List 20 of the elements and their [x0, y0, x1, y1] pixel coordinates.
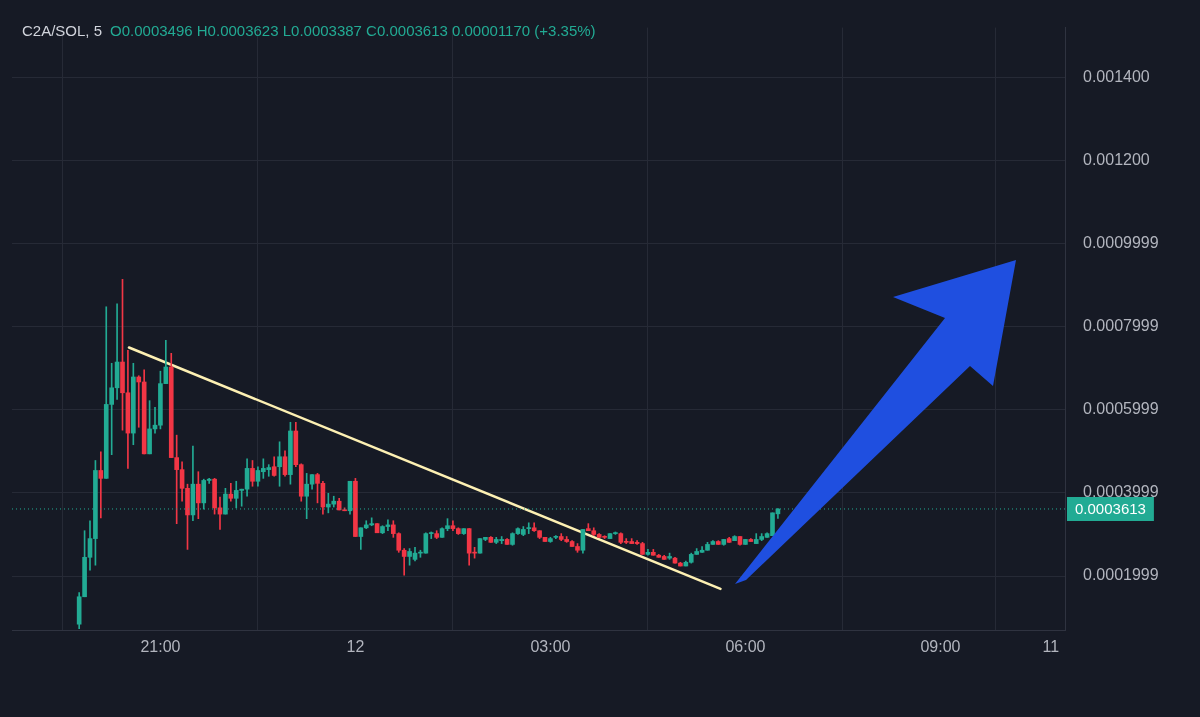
x-tick-label: 11	[1042, 638, 1060, 656]
y-tick-label: 0.0007999	[1083, 317, 1159, 335]
candlestick	[526, 522, 532, 534]
candlestick	[136, 375, 142, 428]
x-tick-label: 03:00	[530, 638, 571, 656]
y-tick-label: 0.0003999	[1083, 483, 1159, 501]
x-tick-label: 12	[346, 638, 365, 656]
ref-line-label: 0.0003613	[1075, 500, 1146, 518]
candlestick	[228, 483, 234, 502]
y-tick-label: 0.001400	[1083, 67, 1150, 85]
candlestick	[98, 451, 104, 519]
x-tick-label: 09:00	[920, 638, 961, 656]
x-tick-label: 21:00	[140, 638, 181, 656]
y-tick-label: 0.0001999	[1083, 566, 1159, 584]
y-tick-label: 0.0009999	[1083, 234, 1159, 252]
x-tick-label: 06:00	[725, 638, 766, 656]
chart-title: C2A/SOL, 5	[22, 22, 103, 39]
chart-subtitle: O0.0003496 H0.0003623 L0.0003387 C0.0003613 0.00001170 (+3.35%)	[110, 22, 596, 39]
y-tick-label: 0.0005999	[1083, 400, 1159, 418]
y-tick-label: 0.001200	[1083, 150, 1150, 168]
